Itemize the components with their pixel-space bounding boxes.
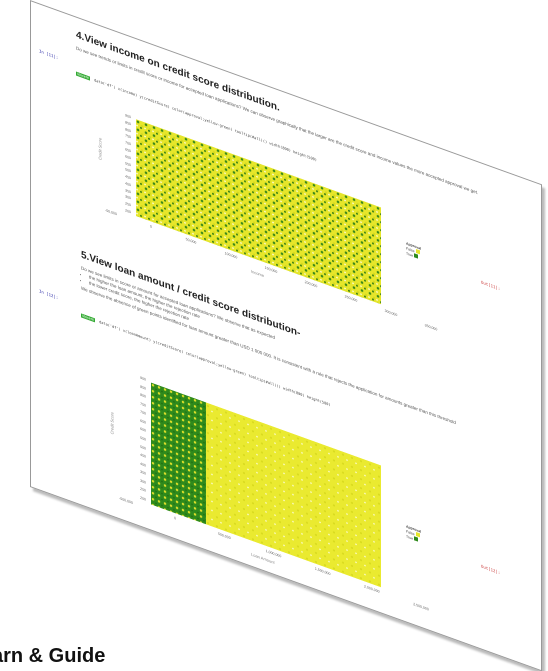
y-label: Credit Score xyxy=(109,411,115,436)
swatch xyxy=(414,253,419,259)
x-tick-label: 150,000 xyxy=(264,265,278,275)
x-tick-label: 300,000 xyxy=(384,308,398,318)
x-tick-label: 350,000 xyxy=(424,323,438,332)
notebook-page: 4.View income on credit score distributi… xyxy=(30,0,542,671)
badge: Vincent xyxy=(76,71,90,81)
legend-label: True xyxy=(406,534,414,541)
badge: Vincent xyxy=(81,313,95,323)
x-tick-label: 200,000 xyxy=(304,279,318,289)
code-cell: Vincent data('df') x(loanAmount) y(credi… xyxy=(81,303,331,411)
y-label: Credit Score xyxy=(97,136,103,161)
scatter-area xyxy=(151,382,381,588)
output-prompt: Out[12]: xyxy=(481,563,501,576)
x-tick-label: 0 xyxy=(150,224,152,229)
x-tick-label: -500,000 xyxy=(119,496,133,506)
x-tick-label: 50,000 xyxy=(185,237,197,245)
x-tick-label: 500,000 xyxy=(218,531,231,541)
legend: Approval False True xyxy=(406,524,421,543)
prompt: In [12]: xyxy=(39,288,59,301)
x-tick-label: 0 xyxy=(174,515,177,521)
x-tick-label: -50,000 xyxy=(105,208,117,217)
prompt: In [11]: xyxy=(39,48,59,61)
legend-label: True xyxy=(406,251,414,258)
x-tick-label: 100,000 xyxy=(224,251,238,260)
x-label: Income xyxy=(251,268,265,279)
scatter-area xyxy=(136,119,381,305)
legend: Approval False True xyxy=(406,241,421,260)
footer-text: arn & Guide xyxy=(0,645,106,667)
points xyxy=(136,119,381,305)
points xyxy=(206,402,381,588)
swatch xyxy=(414,536,419,542)
points xyxy=(151,382,206,525)
x-tick-label: 2,500,000 xyxy=(413,601,429,612)
x-tick-label: 250,000 xyxy=(344,294,358,303)
output-prompt: Out[11]: xyxy=(481,279,501,292)
